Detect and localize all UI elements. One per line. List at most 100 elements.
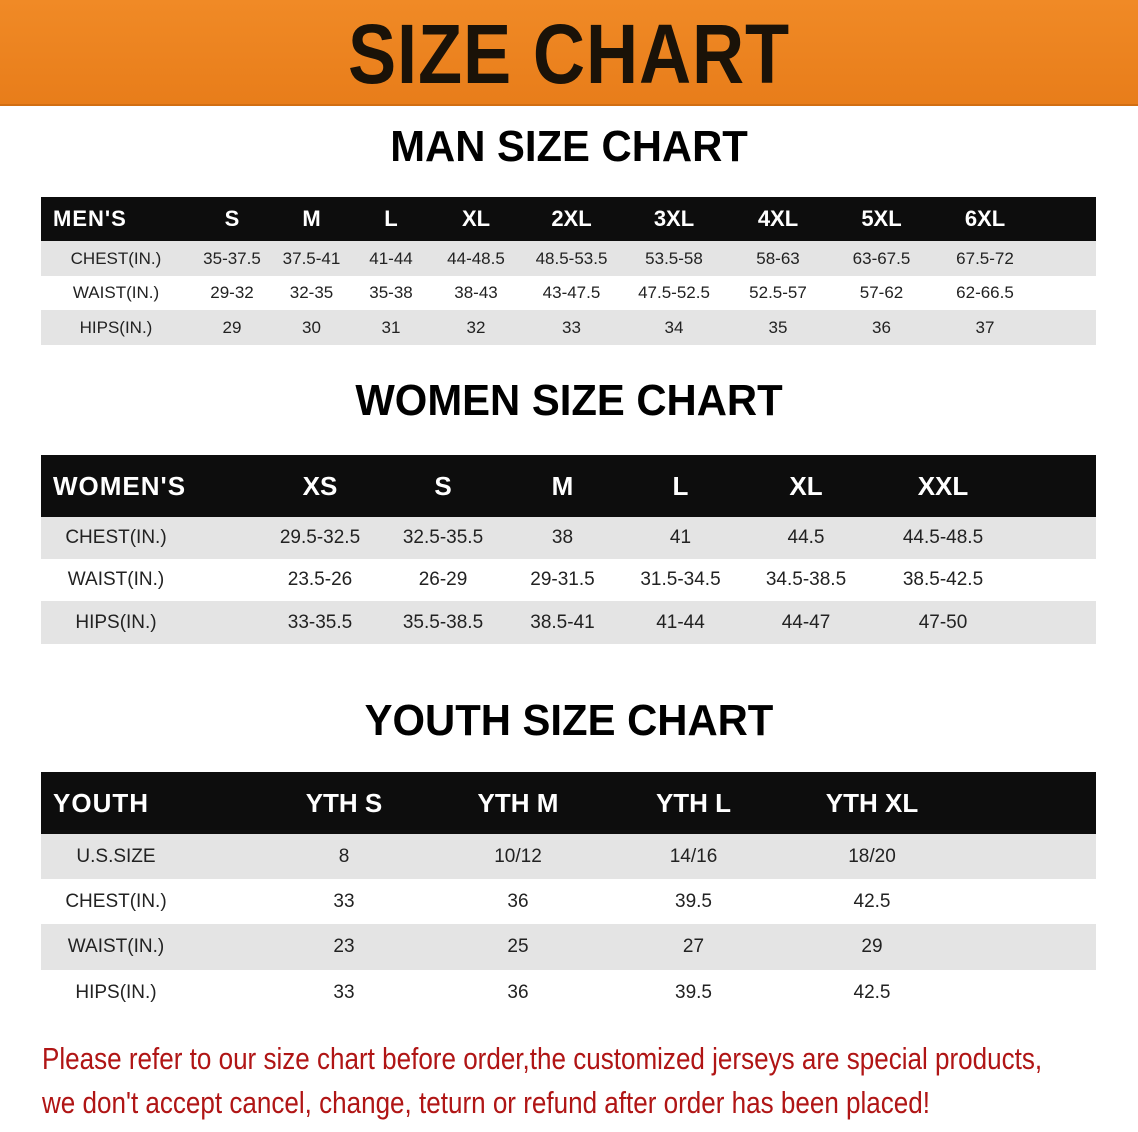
cell-text: XXL xyxy=(917,470,969,501)
table-cell: 25 xyxy=(431,936,605,958)
cell-text: 31 xyxy=(381,317,401,337)
table-cell: 33 xyxy=(257,982,431,1004)
youth-section-title: YOUTH SIZE CHART xyxy=(364,696,774,745)
table-cell: 38-43 xyxy=(431,283,521,303)
measurement-label: HIPS(IN.) xyxy=(41,612,258,634)
table-cell: 31.5-34.5 xyxy=(621,569,740,591)
size-header-cell: M xyxy=(504,471,621,502)
cell-text: 41-44 xyxy=(369,248,413,268)
cell-text: WAIST(IN.) xyxy=(72,283,160,302)
cell-text: 4XL xyxy=(757,206,799,231)
cell-text: 36 xyxy=(872,317,891,337)
cell-text: 44.5 xyxy=(787,527,825,548)
cell-text: HIPS(IN.) xyxy=(75,981,157,1003)
table-cell: 47-50 xyxy=(872,612,1014,634)
cell-text: 33-35.5 xyxy=(287,611,353,633)
cell-text: S xyxy=(224,206,240,231)
cell-text: 26-29 xyxy=(418,569,468,590)
table-cell: 35-38 xyxy=(351,283,431,303)
table-cell: 18/20 xyxy=(782,846,962,868)
size-header-cell: XS xyxy=(258,471,382,502)
cell-text: 44.5-48.5 xyxy=(902,527,984,548)
size-header-cell: S xyxy=(192,206,272,232)
banner-title: SIZE CHART xyxy=(347,7,791,101)
cell-text: 38.5-42.5 xyxy=(902,569,984,590)
cell-text: 36 xyxy=(507,890,529,912)
table-cell: 32.5-35.5 xyxy=(382,527,504,549)
cell-text: CHEST(IN.) xyxy=(70,248,162,268)
cell-text: 62-66.5 xyxy=(956,283,1014,302)
measurement-label: HIPS(IN.) xyxy=(41,982,257,1004)
cell-text: 43-47.5 xyxy=(542,283,601,302)
cell-text: 33 xyxy=(333,981,355,1003)
cell-text: M xyxy=(551,470,574,501)
cell-text: YTH XL xyxy=(825,787,919,818)
cell-text: HIPS(IN.) xyxy=(75,611,157,633)
cell-text: MEN'S xyxy=(53,206,127,231)
cell-text: 14/16 xyxy=(669,845,718,867)
measurement-label: CHEST(IN.) xyxy=(41,249,192,269)
table-cell: 33 xyxy=(257,891,431,913)
table-cell: 34 xyxy=(622,318,726,338)
cell-text: 29-31.5 xyxy=(530,569,595,590)
cell-text: YTH M xyxy=(477,787,559,818)
table-cell: 38 xyxy=(504,527,621,549)
table-cell: 33-35.5 xyxy=(258,612,382,634)
cell-text: M xyxy=(302,206,321,231)
size-header-cell: L xyxy=(621,471,740,502)
size-header-cell: L xyxy=(351,206,431,232)
table-cell: 23 xyxy=(257,936,431,958)
table-row: WAIST(IN.) 23 25 27 29 xyxy=(41,924,1096,970)
table-cell: 44.5-48.5 xyxy=(872,527,1014,549)
cell-text: YOUTH xyxy=(53,787,149,818)
cell-text: 31.5-34.5 xyxy=(640,569,721,590)
cell-text: 47-50 xyxy=(918,611,968,633)
table-cell: 36 xyxy=(431,891,605,913)
table-cell: 41-44 xyxy=(351,249,431,269)
cell-text: CHEST(IN.) xyxy=(65,890,167,912)
table-cell: 62-66.5 xyxy=(933,283,1037,303)
women-header-row: WOMEN'S XS S M L XL XXL xyxy=(41,455,1096,517)
cell-text: 18/20 xyxy=(848,845,896,867)
cell-text: L xyxy=(672,470,689,501)
cell-text: 53.5-58 xyxy=(645,248,703,268)
measurement-label: HIPS(IN.) xyxy=(41,318,192,338)
table-cell: 37 xyxy=(933,318,1037,338)
cell-text: 29 xyxy=(861,936,883,957)
cell-text: 58-63 xyxy=(756,248,800,268)
cell-text: 32.5-35.5 xyxy=(402,527,484,548)
cell-text: 35-37.5 xyxy=(203,248,261,268)
cell-text: 34 xyxy=(664,317,684,337)
table-cell: 33 xyxy=(521,318,622,338)
cell-text: 41 xyxy=(669,527,692,548)
cell-text: 25 xyxy=(507,936,529,957)
cell-text: 44-47 xyxy=(781,611,831,633)
table-cell: 29 xyxy=(782,936,962,958)
table-cell: 29.5-32.5 xyxy=(258,527,382,549)
cell-text: 33 xyxy=(562,317,581,337)
cell-text: 5XL xyxy=(861,206,902,231)
size-header-cell: M xyxy=(272,206,351,232)
table-row: CHEST(IN.) 33 36 39.5 42.5 xyxy=(41,879,1096,924)
cell-text: 48.5-53.5 xyxy=(535,248,608,268)
cell-text: 36 xyxy=(507,981,529,1003)
measurement-label: CHEST(IN.) xyxy=(41,891,257,913)
table-cell: 29-32 xyxy=(192,283,272,303)
table-cell: 42.5 xyxy=(782,982,962,1004)
table-cell: 38.5-41 xyxy=(504,612,621,634)
women-section-title: WOMEN SIZE CHART xyxy=(355,376,783,425)
cell-text: 34.5-38.5 xyxy=(765,569,847,590)
table-row: CHEST(IN.) 35-37.5 37.5-41 41-44 44-48.5 48.5… xyxy=(41,241,1096,276)
measurement-label: WAIST(IN.) xyxy=(41,936,257,958)
table-cell: 35-37.5 xyxy=(192,249,272,269)
men-size-table: MEN'S S M L XL 2XL 3XL 4XL 5XL 6XL CHEST(IN.) 35-37… xyxy=(41,197,1096,345)
table-cell: 44-47 xyxy=(740,612,872,634)
size-header-cell: XL xyxy=(431,206,521,232)
youth-header-row: YOUTH YTH S YTH M YTH L YTH XL xyxy=(41,772,1096,834)
cell-text: 42.5 xyxy=(853,981,891,1003)
men-section-title: MAN SIZE CHART xyxy=(390,122,748,171)
table-cell: 36 xyxy=(431,982,605,1004)
measurement-label: U.S.SIZE xyxy=(41,846,257,868)
size-header-cell: YTH L xyxy=(605,788,782,819)
table-cell: 10/12 xyxy=(431,846,605,868)
